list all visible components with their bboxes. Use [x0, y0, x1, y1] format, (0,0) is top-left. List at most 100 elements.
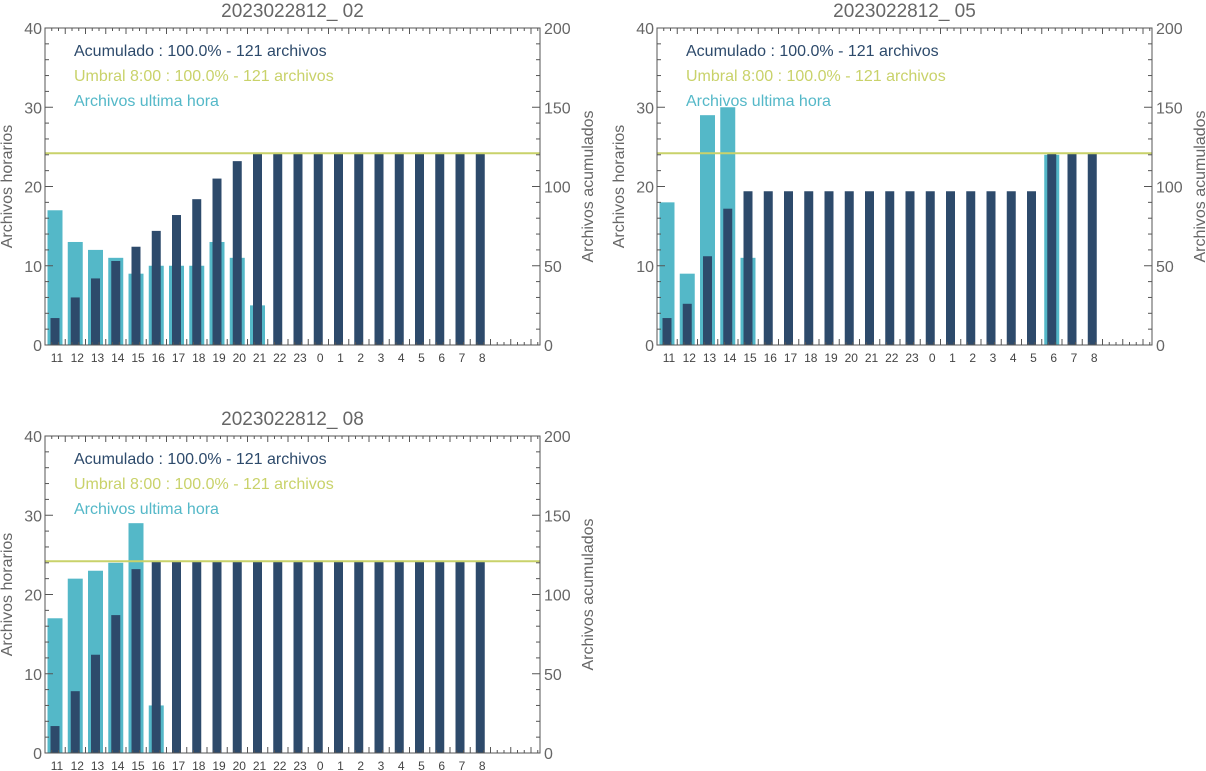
y2-tick-label: 100	[544, 180, 571, 197]
bar-cumulative	[743, 191, 753, 345]
bar-cumulative	[374, 561, 384, 753]
y2-tick-label: 150	[544, 100, 571, 117]
bar-cumulative	[131, 246, 141, 345]
bar-cumulative	[784, 191, 793, 345]
x-tick-label: 16	[152, 759, 166, 771]
x-tick-label: 7	[459, 351, 466, 365]
bar-hourly	[659, 202, 675, 345]
bar-cumulative	[1027, 191, 1036, 345]
y-axis-label: Archivos horarios	[0, 533, 16, 657]
y2-tick-label: 150	[544, 508, 571, 525]
bar-cumulative	[455, 561, 465, 753]
x-tick-label: 22	[273, 759, 287, 771]
bar-cumulative	[70, 297, 80, 345]
x-tick-label: 18	[192, 351, 206, 365]
bar-cumulative	[374, 153, 384, 345]
x-tick-label: 12	[71, 351, 85, 365]
bar-cumulative	[394, 153, 404, 345]
bar-cumulative	[172, 561, 181, 753]
x-tick-label: 5	[1030, 351, 1037, 365]
bar-cumulative	[804, 191, 814, 345]
y-tick-label: 40	[636, 21, 654, 38]
legend-entry: Umbral 8:00 : 100.0% - 121 archivos	[74, 476, 334, 493]
x-tick-label: 20	[845, 351, 859, 365]
x-tick-label: 3	[990, 351, 997, 365]
bar-cumulative	[131, 569, 141, 753]
x-tick-label: 14	[111, 351, 125, 365]
bar-cumulative	[192, 561, 202, 753]
y-tick-label: 10	[24, 259, 42, 276]
legend-entry: Archivos ultima hora	[686, 93, 831, 110]
chart-panel-05: 2023022812_ 05 Archivos horarios Archivos …	[611, 0, 1206, 365]
bar-cumulative	[273, 561, 283, 753]
bar-cumulative	[334, 153, 343, 345]
bar-hourly	[47, 618, 63, 753]
x-tick-label: 23	[293, 351, 307, 365]
x-tick-label: 8	[479, 351, 486, 365]
x-tick-label: 12	[683, 351, 697, 365]
legend-entry: Acumulado : 100.0% - 121 archivos	[74, 43, 327, 60]
x-tick-label: 4	[1010, 351, 1017, 365]
bar-cumulative	[212, 561, 222, 753]
x-tick-label: 17	[172, 351, 186, 365]
y2-tick-label: 50	[1156, 259, 1174, 276]
y2-tick-label: 100	[1156, 180, 1183, 197]
x-tick-label: 4	[398, 759, 405, 771]
x-tick-label: 3	[378, 759, 385, 771]
bar-cumulative	[313, 561, 323, 753]
x-tick-label: 2	[357, 351, 364, 365]
bar-hourly	[47, 210, 63, 345]
bar-cumulative	[273, 153, 283, 345]
x-tick-label: 11	[51, 351, 64, 365]
y2-axis-label: Archivos acumulados	[1192, 110, 1206, 262]
x-tick-label: 7	[459, 759, 466, 771]
bar-cumulative	[91, 278, 100, 345]
bar-cumulative	[435, 153, 445, 345]
y-tick-label: 40	[24, 21, 42, 38]
bar-cumulative	[415, 561, 424, 753]
legend-entry: Acumulado : 100.0% - 121 archivos	[74, 451, 327, 468]
bar-cumulative	[151, 561, 161, 753]
bar-cumulative	[172, 215, 181, 345]
x-tick-label: 22	[885, 351, 899, 365]
chart-svg-08: 2023022812_ 08 Archivos horarios Archivos …	[0, 409, 597, 771]
y-tick-label: 0	[33, 746, 42, 763]
x-tick-label: 1	[337, 759, 344, 771]
x-tick-label: 23	[905, 351, 919, 365]
y2-tick-label: 200	[544, 429, 571, 446]
legend-entry: Archivos ultima hora	[74, 501, 219, 518]
x-tick-label: 2	[969, 351, 976, 365]
bar-cumulative	[662, 318, 672, 345]
y-tick-label: 40	[24, 429, 42, 446]
legend-entry: Umbral 8:00 : 100.0% - 121 archivos	[686, 68, 946, 85]
y2-tick-label: 50	[544, 667, 562, 684]
x-tick-label: 14	[723, 351, 737, 365]
x-tick-label: 21	[253, 759, 267, 771]
x-tick-label: 18	[804, 351, 818, 365]
bar-cumulative	[1067, 153, 1077, 345]
bar-cumulative	[334, 561, 343, 753]
x-tick-label: 7	[1071, 351, 1078, 365]
x-tick-label: 17	[784, 351, 798, 365]
y-tick-label: 20	[24, 588, 42, 605]
bar-cumulative	[253, 153, 262, 345]
bar-cumulative	[475, 153, 485, 345]
bar-cumulative	[394, 561, 404, 753]
y-tick-label: 0	[33, 338, 42, 355]
bar-cumulative	[475, 561, 485, 753]
x-tick-label: 6	[438, 759, 445, 771]
y2-tick-label: 0	[1156, 338, 1165, 355]
x-tick-label: 13	[703, 351, 717, 365]
bar-cumulative	[212, 178, 222, 345]
bar-cumulative	[354, 153, 364, 345]
bar-cumulative	[824, 191, 834, 345]
bar-cumulative	[111, 260, 121, 345]
x-tick-label: 15	[743, 351, 757, 365]
x-tick-label: 8	[479, 759, 486, 771]
bar-cumulative	[1006, 191, 1016, 345]
bar-cumulative	[293, 561, 303, 753]
y-axis-label: Archivos horarios	[0, 125, 16, 249]
x-tick-label: 2	[357, 759, 364, 771]
bar-cumulative	[151, 230, 161, 345]
x-tick-label: 19	[824, 351, 838, 365]
